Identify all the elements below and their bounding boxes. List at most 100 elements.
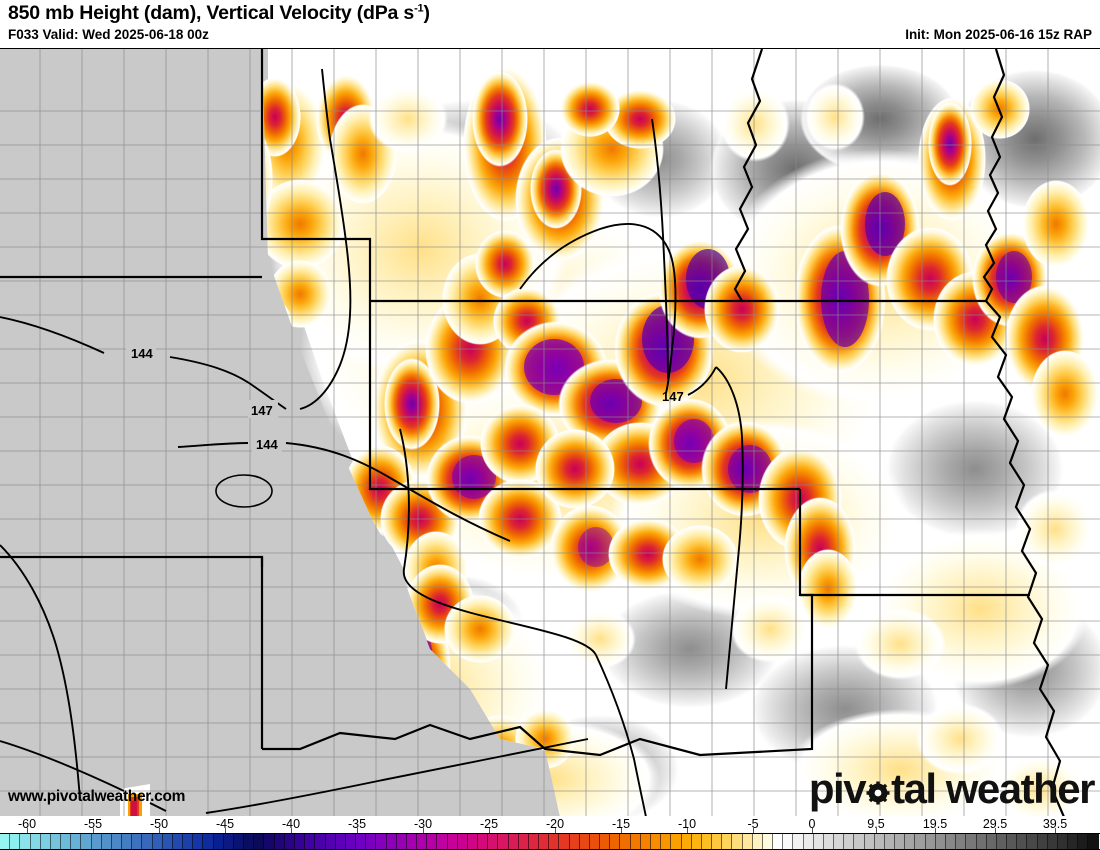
colorbar-cell [732, 834, 743, 849]
colorbar-cell [884, 834, 896, 849]
colorbar-cell [223, 834, 234, 849]
contour-label: 144 [131, 346, 153, 361]
page-title: 850 mb Height (dam), Vertical Velocity (… [8, 2, 430, 25]
colorbar-cell [701, 834, 713, 849]
colorbar-cell [386, 834, 397, 849]
contour-labels: 144 147 144 147 144 [126, 343, 684, 816]
colorbar-cell [823, 834, 835, 849]
colorbar-tick-label: 39.5 [1042, 817, 1068, 831]
colorbar-cell [874, 834, 885, 849]
colorbar-cell [264, 834, 275, 849]
colorbar-cell [81, 834, 92, 849]
colorbar-tick-mark [93, 828, 94, 833]
colorbar-cell [854, 834, 865, 849]
colorbar-cell [1057, 834, 1069, 849]
colorbar-cell [712, 834, 723, 849]
colorbar-cell [600, 834, 611, 849]
colorbar-cell [559, 834, 570, 849]
colorbar-tick-mark [555, 828, 556, 833]
colorbar-cell [305, 834, 316, 849]
colorbar-cell [620, 834, 631, 849]
colorbar-cell [183, 834, 194, 849]
colorbar-cell [773, 834, 784, 849]
colorbar-cell [528, 834, 540, 849]
colorbar-cell [945, 834, 957, 849]
colorbar-tick-label: -5 [747, 817, 759, 831]
colorbar-cell [315, 834, 326, 849]
colorbar-tick-mark [423, 828, 424, 833]
colorbar-cell [193, 834, 204, 849]
colorbar-cell [569, 834, 580, 849]
colorbar-cell [162, 834, 173, 849]
colorbar-cell [956, 834, 967, 849]
colorbar-cell [101, 834, 112, 849]
colorbar-cell [376, 834, 387, 849]
colorbar-cell [172, 834, 184, 849]
colorbar-cell [1047, 834, 1058, 849]
colorbar-cell [803, 834, 814, 849]
colorbar-tick-label: -25 [479, 817, 499, 831]
colorbar-tick-label: -55 [83, 817, 103, 831]
colorbar-cell [417, 834, 428, 849]
page-title-exponent: -1 [414, 2, 424, 15]
header: 850 mb Height (dam), Vertical Velocity (… [0, 0, 1100, 48]
colorbar-tick-mark [753, 828, 754, 833]
colorbar-tick-label: -35 [347, 817, 367, 831]
colorbar-cell [915, 834, 926, 849]
colorbar-tick-label: -40 [281, 817, 301, 831]
colorbar-cell [0, 834, 11, 849]
colorbar-cell [1078, 834, 1089, 849]
colorbar-cell [589, 834, 601, 849]
page-title-tail: ) [423, 2, 430, 24]
colorbar-cell [203, 834, 214, 849]
colorbar-cell [549, 834, 560, 849]
colorbar-cell [681, 834, 692, 849]
colorbar-cell [579, 834, 590, 849]
colorbar-cell [91, 834, 102, 849]
colorbar-cell [661, 834, 672, 849]
colorbar-cell [71, 834, 82, 849]
pivotal-weather-logo: piv tal weather [809, 768, 1096, 810]
contour-label: 144 [256, 437, 278, 452]
colorbar-cell [651, 834, 662, 849]
colorbar-cell [294, 834, 306, 849]
colorbar-cell [111, 834, 123, 849]
page-title-main: 850 mb Height (dam), Vertical Velocity (… [8, 2, 415, 24]
colorbar-cell [356, 834, 367, 849]
colorbar-cell [325, 834, 336, 849]
panhandle-cell [128, 794, 142, 816]
colorbar-cell [966, 834, 977, 849]
colorbar-tick-label: 29.5 [982, 817, 1008, 831]
colorbar-tick-label: -60 [17, 817, 37, 831]
colorbar-cell [844, 834, 855, 849]
colorbar-cell [1088, 834, 1099, 849]
colorbar-tick-label: 19.5 [922, 817, 948, 831]
colorbar-tick-label: -45 [215, 817, 235, 831]
colorbar-cell [152, 834, 163, 849]
colorbar-cell [986, 834, 997, 849]
colorbar-cell [498, 834, 509, 849]
colorbar-cell [284, 834, 295, 849]
colorbar[interactable]: -60 -55 -50 -45 -40 -35 -30 -25 -20 -15 -10 -5 0 9.5 1… [0, 816, 1100, 850]
contour-label: 147 [662, 389, 684, 404]
colorbar-cell [518, 834, 529, 849]
colorbar-cell [122, 834, 133, 849]
colorbar-cell [61, 834, 72, 849]
colorbar-cell [10, 834, 21, 849]
colorbar-cell [671, 834, 682, 849]
colorbar-tick-mark [687, 828, 688, 833]
colorbar-tick-label: -10 [677, 817, 697, 831]
contour-label: 147 [251, 403, 273, 418]
colorbar-cell [640, 834, 651, 849]
colorbar-cell [762, 834, 774, 849]
colorbar-cell [335, 834, 346, 849]
colorbar-cell [722, 834, 733, 849]
colorbar-cell [30, 834, 41, 849]
colorbar-cell [752, 834, 763, 849]
colorbar-tick-label: 0 [808, 817, 816, 831]
map-canvas[interactable]: 144 147 144 147 144 www.pivotalweather.c… [0, 48, 1100, 816]
colorbar-cell [895, 834, 906, 849]
colorbar-cell [925, 834, 936, 849]
colorbar-tick-label: 9.5 [867, 817, 885, 831]
